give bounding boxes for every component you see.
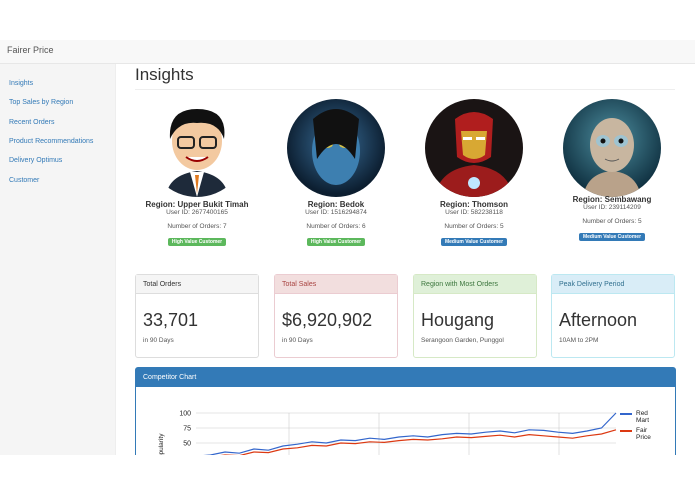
- avatar: [563, 99, 661, 197]
- card-value: 33,701: [143, 310, 199, 330]
- card-note: Serangoon Garden, Punggol: [421, 337, 504, 344]
- nav-link[interactable]: Insights: [9, 80, 34, 87]
- avatar: [425, 99, 523, 197]
- page-title: Insights: [135, 65, 194, 84]
- card-note: in 90 Days: [143, 337, 174, 344]
- legend: Red Mart Fair Price: [620, 410, 658, 444]
- card-note: in 90 Days: [282, 337, 313, 344]
- legend-label: Fair Price: [636, 427, 651, 441]
- series-line: [220, 429, 617, 455]
- legend-swatch: [620, 413, 632, 415]
- nav-link[interactable]: Top Sales by Region: [9, 99, 74, 106]
- profile: Region: Thomson User ID: 582238118 Numbe…: [404, 99, 544, 248]
- nav-link[interactable]: Delivery Optimus: [9, 157, 63, 164]
- card-value: Afternoon: [559, 310, 638, 330]
- orders: Number of Orders: 6: [306, 223, 366, 230]
- region: Region: Upper Bukit Timah: [145, 200, 249, 209]
- badge: Medium Value Customer: [578, 233, 646, 241]
- user-id: User ID: 1516294874: [305, 209, 367, 216]
- divider: [135, 89, 675, 90]
- stat-card: Total Orders 33,701 in 90 Days: [135, 274, 259, 358]
- nav-link[interactable]: Product Recommendations: [9, 138, 94, 145]
- badge: Medium Value Customer: [440, 238, 508, 246]
- y-tick-label: 50: [183, 441, 191, 448]
- badge: High Value Customer: [306, 238, 366, 246]
- card-title: Peak Delivery Period: [552, 275, 674, 294]
- user-id: User ID: 2677400165: [166, 209, 228, 216]
- card-title: Total Sales: [275, 275, 397, 294]
- card-value: $6,920,902: [282, 310, 373, 330]
- user-id: User ID: 239114209: [583, 204, 641, 211]
- avatar: [287, 99, 385, 197]
- panel-title: Competitor Chart: [136, 368, 675, 387]
- brand[interactable]: Fairer Price: [7, 45, 54, 55]
- stat-card: Peak Delivery Period Afternoon 10AM to 2…: [551, 274, 675, 358]
- series-line: [203, 412, 617, 455]
- profile: Region: Bedok User ID: 1516294874 Number…: [266, 99, 406, 248]
- nav-link[interactable]: Customer: [9, 177, 40, 184]
- card-note: 10AM to 2PM: [559, 337, 599, 344]
- legend-item: Fair Price: [620, 427, 658, 441]
- card-value: Hougang: [421, 310, 495, 330]
- chart-panel: Competitor Chart 50 75 100 Popularity: [135, 367, 676, 455]
- y-tick-label: 100: [179, 411, 191, 418]
- card-title: Total Orders: [136, 275, 258, 294]
- profile: Region: Sembawang User ID: 239114209 Num…: [542, 99, 682, 243]
- legend-label: Red Mart: [636, 410, 649, 424]
- badge: High Value Customer: [167, 238, 227, 246]
- y-axis-label: Popularity: [158, 433, 165, 455]
- legend-swatch: [620, 430, 632, 432]
- region: Region: Sembawang: [572, 195, 652, 204]
- navbar: Fairer Price: [0, 40, 695, 64]
- stat-card: Total Sales $6,920,902 in 90 Days: [274, 274, 398, 358]
- region: Region: Thomson: [440, 200, 508, 209]
- legend-item: Red Mart: [620, 410, 658, 424]
- card-title: Region with Most Orders: [414, 275, 536, 294]
- region: Region: Bedok: [307, 200, 365, 209]
- chart: 50 75 100 Popularity: [158, 411, 617, 455]
- app-window: Fairer Price Insights Top Sales by Regio…: [0, 40, 695, 455]
- orders: Number of Orders: 7: [167, 223, 227, 230]
- profile: Region: Upper Bukit Timah User ID: 26774…: [127, 99, 267, 248]
- sidebar: Insights Top Sales by Region Recent Orde…: [0, 64, 116, 455]
- orders: Number of Orders: 5: [582, 218, 642, 225]
- user-id: User ID: 582238118: [445, 209, 503, 216]
- orders: Number of Orders: 5: [444, 223, 504, 230]
- y-tick-label: 75: [183, 426, 191, 433]
- nav-link[interactable]: Recent Orders: [9, 119, 55, 126]
- avatar: [148, 99, 246, 197]
- stat-card: Region with Most Orders Hougang Serangoo…: [413, 274, 537, 358]
